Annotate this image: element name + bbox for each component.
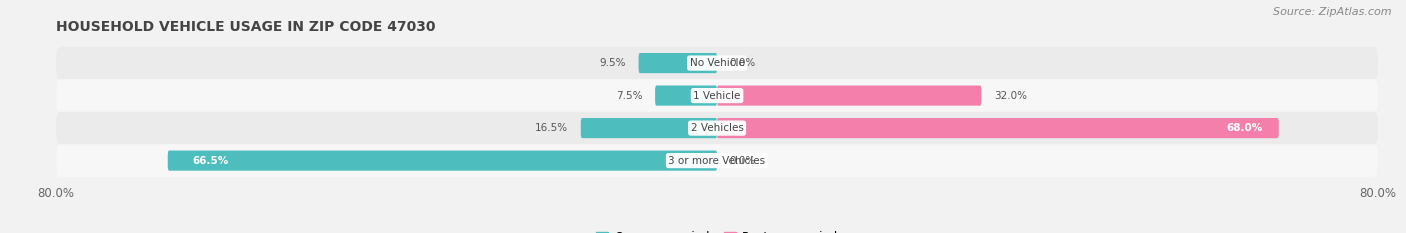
Text: 68.0%: 68.0%	[1226, 123, 1263, 133]
Text: HOUSEHOLD VEHICLE USAGE IN ZIP CODE 47030: HOUSEHOLD VEHICLE USAGE IN ZIP CODE 4703…	[56, 20, 436, 34]
FancyBboxPatch shape	[717, 118, 1279, 138]
Text: 2 Vehicles: 2 Vehicles	[690, 123, 744, 133]
Text: Source: ZipAtlas.com: Source: ZipAtlas.com	[1274, 7, 1392, 17]
Text: 3 or more Vehicles: 3 or more Vehicles	[668, 156, 766, 166]
FancyBboxPatch shape	[167, 151, 717, 171]
FancyBboxPatch shape	[581, 118, 717, 138]
Text: 32.0%: 32.0%	[994, 91, 1026, 101]
Text: 9.5%: 9.5%	[600, 58, 626, 68]
Text: 7.5%: 7.5%	[616, 91, 643, 101]
Text: 1 Vehicle: 1 Vehicle	[693, 91, 741, 101]
FancyBboxPatch shape	[638, 53, 717, 73]
Text: No Vehicle: No Vehicle	[689, 58, 745, 68]
FancyBboxPatch shape	[56, 79, 1378, 112]
FancyBboxPatch shape	[56, 112, 1378, 144]
Legend: Owner-occupied, Renter-occupied: Owner-occupied, Renter-occupied	[592, 226, 842, 233]
Text: 0.0%: 0.0%	[730, 58, 755, 68]
Text: 66.5%: 66.5%	[193, 156, 229, 166]
FancyBboxPatch shape	[655, 86, 717, 106]
FancyBboxPatch shape	[56, 144, 1378, 177]
Text: 0.0%: 0.0%	[730, 156, 755, 166]
Text: 16.5%: 16.5%	[536, 123, 568, 133]
FancyBboxPatch shape	[56, 47, 1378, 79]
FancyBboxPatch shape	[717, 86, 981, 106]
